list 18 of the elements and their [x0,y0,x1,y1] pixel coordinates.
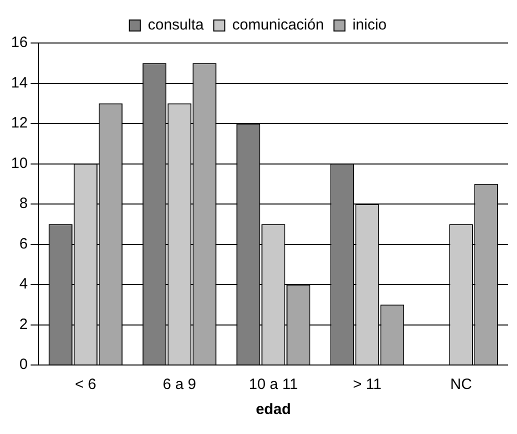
x-axis-title: edad [256,401,291,418]
y-tick-label: 6 [19,235,28,252]
y-tick-label: 16 [10,34,28,52]
x-tick-label: NC [450,376,472,394]
y-tick-label: 2 [19,316,28,333]
x-tick-label: > 11 [352,376,382,394]
x-tick-label: 6 a 9 [162,376,196,394]
y-tick-label: 4 [19,276,28,293]
y-tick-label: 10 [10,154,28,172]
y-tick-label: 0 [19,356,28,374]
y-tick-label: 8 [19,195,28,212]
legend-label: comunicación [232,16,324,34]
legend-label: consulta [148,16,204,34]
x-tick-label: < 6 [74,376,96,394]
y-tick-label: 14 [10,74,28,92]
legend-label: inicio [352,16,387,34]
y-tick-label: 12 [10,114,28,132]
x-tick-label: 10 a 11 [248,376,298,394]
